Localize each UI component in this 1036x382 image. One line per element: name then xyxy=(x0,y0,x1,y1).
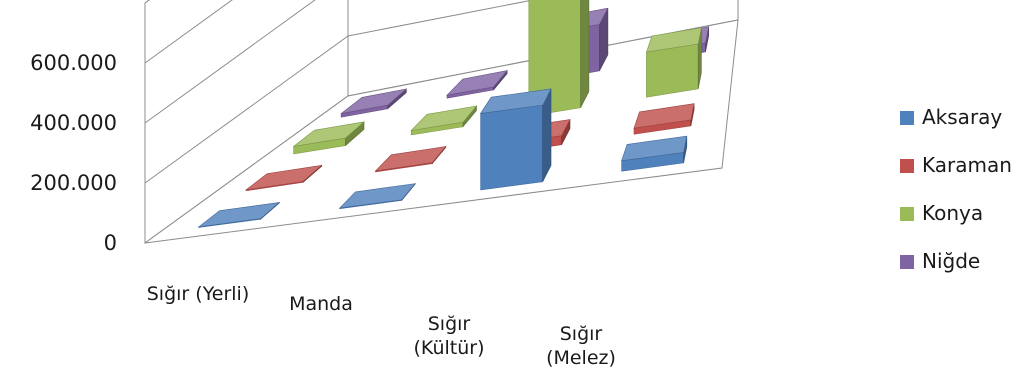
category-label: (Melez) xyxy=(546,347,616,369)
legend-item: Aksaray xyxy=(900,105,1002,129)
bars xyxy=(197,0,710,228)
chart-floor xyxy=(144,19,739,244)
bar-aksaray-3 xyxy=(479,88,552,191)
gridline xyxy=(144,0,150,4)
bar-karaman-4 xyxy=(633,103,695,135)
bar-aksaray-1 xyxy=(197,201,281,228)
bar-aksaray-2 xyxy=(338,182,416,210)
bar-aksaray-4 xyxy=(621,135,688,172)
floor-plane xyxy=(144,19,739,244)
legend-item: Niğde xyxy=(900,249,980,273)
legend-swatch xyxy=(900,111,914,125)
x-axis: Sığır (Yerli) MandaSığır(Kültür)Sığır(Mel… xyxy=(147,283,616,369)
bar-top-face xyxy=(245,164,323,191)
legend-item: Karaman xyxy=(900,153,1012,177)
legend-label: Konya xyxy=(922,201,983,225)
bar-karaman-2 xyxy=(374,145,447,173)
gridline xyxy=(144,0,316,124)
legend-item: Konya xyxy=(900,201,983,225)
legend-label: Aksaray xyxy=(922,105,1002,129)
y-tick-label: 200.000 xyxy=(30,171,117,195)
bar-top-face xyxy=(340,88,408,114)
legend-swatch xyxy=(900,255,914,269)
bar-top-face xyxy=(410,105,478,131)
bar-side-face xyxy=(580,0,590,108)
bar-niğde-2 xyxy=(446,69,508,99)
gridline xyxy=(144,0,233,64)
bar-konya-3 xyxy=(528,0,590,117)
bar-konya-4 xyxy=(645,27,702,98)
bar-front-face xyxy=(480,104,544,191)
bar-front-face xyxy=(646,43,699,98)
bar-top-face xyxy=(446,70,508,96)
bar-top-face xyxy=(479,88,552,114)
category-label: (Kültür) xyxy=(414,337,485,359)
bar-top-face xyxy=(645,27,702,53)
category-label: Sığır xyxy=(428,313,471,335)
category-label: Sığır (Yerli) xyxy=(147,283,250,305)
legend-label: Niğde xyxy=(922,249,980,273)
category-label: Sığır xyxy=(560,323,603,345)
bar-top-face xyxy=(197,201,281,228)
bar-top-face xyxy=(338,183,416,209)
bar-top-face xyxy=(374,146,447,172)
y-tick-label: 0 xyxy=(104,231,117,255)
y-axis: 0 200.000 400.000 600.000 xyxy=(30,51,117,255)
gridline xyxy=(144,0,536,184)
legend-label: Karaman xyxy=(922,153,1012,177)
bar-front-face xyxy=(528,0,581,117)
bar-top-face xyxy=(621,135,688,162)
y-tick-label: 400.000 xyxy=(30,111,117,135)
bar-konya-1 xyxy=(293,121,365,155)
bar-top-face xyxy=(293,121,365,147)
y-tick-label: 600.000 xyxy=(30,51,117,75)
legend: Aksaray Karaman Konya Niğde xyxy=(900,105,1012,273)
bar-niğde-1 xyxy=(340,88,408,118)
legend-swatch xyxy=(900,159,914,173)
bar-top-face xyxy=(633,103,695,129)
category-label: Manda xyxy=(289,293,353,315)
bar-konya-2 xyxy=(410,105,478,136)
legend-swatch xyxy=(900,207,914,221)
bar-karaman-1 xyxy=(245,164,323,192)
